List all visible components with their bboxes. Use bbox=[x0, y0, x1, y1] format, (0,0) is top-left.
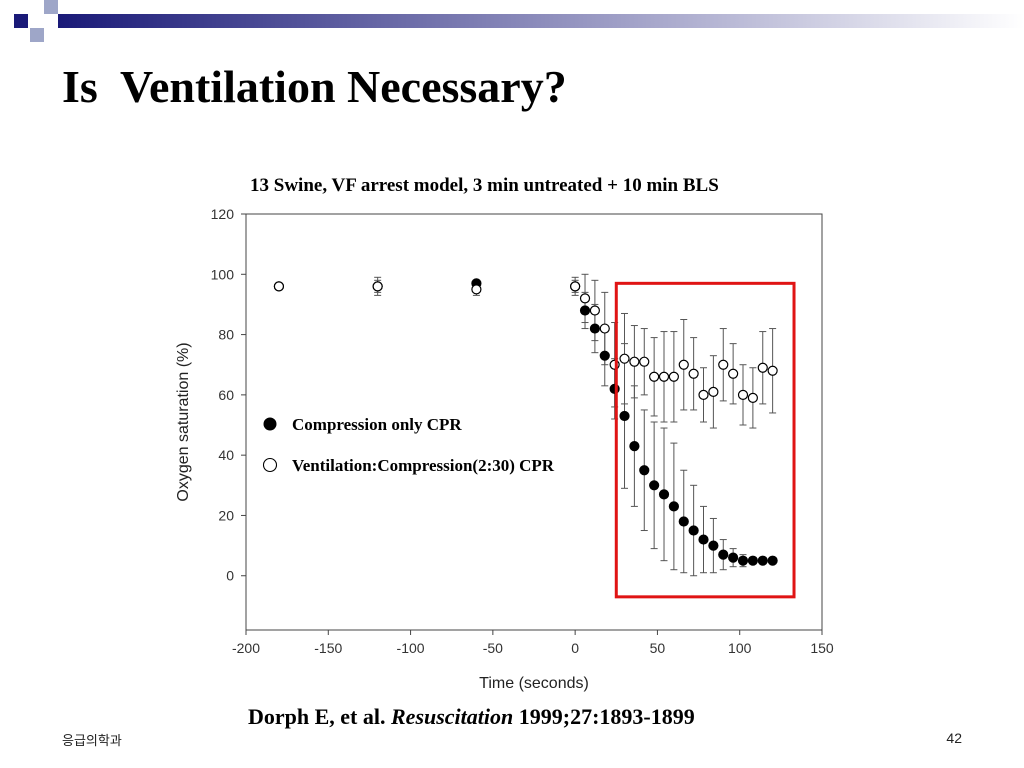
data-point-ventilation-compression bbox=[639, 356, 650, 367]
data-point-ventilation-compression bbox=[599, 323, 610, 334]
citation-authors: Dorph E, et al. bbox=[248, 704, 391, 729]
y-tick-label: 60 bbox=[218, 387, 234, 403]
x-tick-label: 100 bbox=[728, 640, 752, 656]
x-tick-label: 150 bbox=[810, 640, 834, 656]
chart-title: 13 Swine, VF arrest model, 3 min untreat… bbox=[250, 175, 719, 196]
data-point-compression-only bbox=[658, 489, 670, 500]
data-point-ventilation-compression bbox=[678, 359, 689, 370]
data-point-compression-only bbox=[599, 350, 610, 361]
x-tick-label: -100 bbox=[397, 640, 425, 656]
data-point-compression-only bbox=[737, 555, 749, 566]
data-point-ventilation-compression bbox=[658, 371, 670, 382]
legend-marker-ventilation-compression bbox=[262, 457, 278, 473]
data-point-ventilation-compression bbox=[609, 359, 620, 370]
slide-title: Is Ventilation Necessary? bbox=[62, 61, 567, 112]
data-point-ventilation-compression bbox=[619, 353, 630, 364]
data-point-compression-only bbox=[629, 441, 640, 452]
data-point-ventilation-compression bbox=[649, 371, 660, 382]
data-point-ventilation-compression bbox=[579, 293, 591, 304]
data-point-ventilation-compression bbox=[372, 281, 383, 292]
data-point-ventilation-compression bbox=[629, 356, 640, 367]
citation-journal: Resuscitation bbox=[391, 704, 514, 729]
data-point-compression-only bbox=[639, 465, 650, 476]
highlight-box bbox=[614, 281, 796, 599]
deco-square-light bbox=[30, 28, 44, 42]
data-point-ventilation-compression bbox=[273, 281, 285, 292]
deco-square-light bbox=[44, 0, 58, 14]
x-tick-label: -50 bbox=[483, 640, 503, 656]
citation: Dorph E, et al. Resuscitation 1999;27:18… bbox=[248, 704, 695, 730]
legend-label: Compression only CPR bbox=[292, 415, 462, 434]
plot-frame bbox=[245, 213, 823, 631]
deco-gradient-bar bbox=[58, 14, 1024, 28]
data-point-ventilation-compression bbox=[767, 365, 778, 376]
data-point-ventilation-compression bbox=[570, 281, 581, 292]
x-tick-label: 0 bbox=[571, 640, 579, 656]
data-point-compression-only bbox=[579, 305, 591, 316]
data-point-ventilation-compression bbox=[698, 389, 709, 400]
legend-marker-compression-only bbox=[263, 417, 277, 431]
data-point-ventilation-compression bbox=[757, 362, 768, 373]
title-decoration bbox=[14, 0, 1024, 42]
y-tick-label: 0 bbox=[226, 568, 234, 584]
y-tick-label: 40 bbox=[218, 447, 234, 463]
data-point-ventilation-compression bbox=[718, 359, 729, 370]
data-point-compression-only bbox=[678, 516, 689, 527]
y-tick-label: 100 bbox=[211, 266, 235, 282]
data-point-compression-only bbox=[688, 525, 699, 536]
data-point-compression-only bbox=[698, 534, 709, 545]
data-point-ventilation-compression bbox=[471, 284, 482, 295]
x-tick-label: -150 bbox=[314, 640, 342, 656]
data-point-compression-only bbox=[747, 555, 758, 566]
data-point-compression-only bbox=[589, 323, 600, 334]
data-point-ventilation-compression bbox=[589, 305, 600, 316]
citation-details: 1999;27:1893-1899 bbox=[513, 704, 695, 729]
data-point-compression-only bbox=[757, 555, 768, 566]
page-number: 42 bbox=[946, 730, 962, 746]
data-point-compression-only bbox=[767, 555, 778, 566]
data-point-ventilation-compression bbox=[708, 386, 719, 397]
data-point-ventilation-compression bbox=[728, 368, 739, 379]
y-tick-label: 20 bbox=[218, 507, 234, 523]
data-point-compression-only bbox=[728, 552, 739, 563]
y-tick-label: 120 bbox=[211, 206, 235, 222]
footer-department: 응급의학과 bbox=[62, 734, 122, 749]
data-point-ventilation-compression bbox=[747, 392, 758, 403]
deco-square-navy bbox=[14, 14, 28, 28]
y-tick-label: 80 bbox=[218, 327, 234, 343]
data-point-ventilation-compression bbox=[688, 368, 699, 379]
data-point-compression-only bbox=[708, 540, 719, 551]
data-point-compression-only bbox=[718, 549, 729, 560]
legend-label: Ventilation:Compression(2:30) CPR bbox=[292, 456, 555, 475]
data-point-compression-only bbox=[668, 501, 679, 512]
x-tick-label: 50 bbox=[650, 640, 666, 656]
x-axis-label: Time (seconds) bbox=[479, 675, 589, 692]
y-axis-label: Oxygen saturation (%) bbox=[175, 342, 192, 501]
x-tick-label: -200 bbox=[232, 640, 260, 656]
data-point-compression-only bbox=[619, 410, 630, 422]
data-point-ventilation-compression bbox=[668, 371, 679, 382]
data-point-ventilation-compression bbox=[737, 389, 749, 400]
oxygen-saturation-chart: 0 20 40 60 80 100 120 -200 -150 -100 -50 0 50 100 150 T… bbox=[175, 206, 834, 692]
data-point-compression-only bbox=[649, 480, 660, 491]
data-point-compression-only bbox=[609, 383, 620, 394]
